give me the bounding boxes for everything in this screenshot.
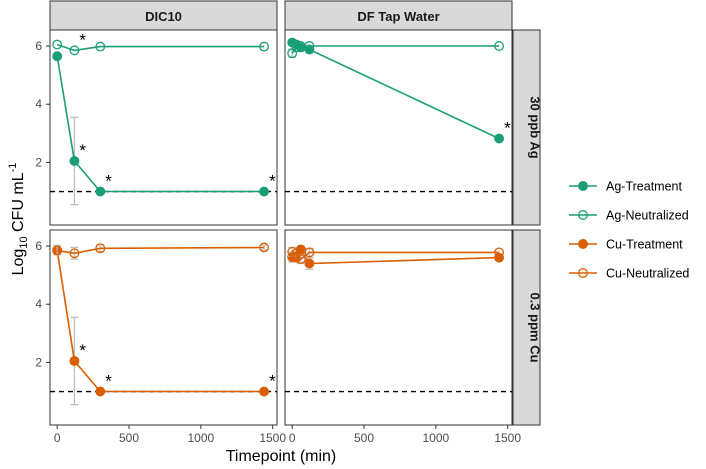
x-tick-label-0-3: 1500 — [259, 431, 286, 445]
y-tick-label-0-1: 4 — [35, 97, 42, 111]
legend: Ag-Treatment Ag-Neutralized Cu-Treatment Cu… — [569, 180, 689, 281]
panel-1-1 — [284, 229, 513, 426]
point-ag-neutralized-4 — [494, 41, 505, 51]
significance-star-cu-treatment-2: * — [105, 372, 112, 391]
y-axis-title-sup: -1 — [7, 163, 19, 173]
legend-label: Cu-Neutralized — [606, 267, 689, 281]
panel-series-1-1 — [287, 244, 505, 270]
x-axis-title: Timepoint (min) — [226, 448, 337, 465]
point-ag-neutralized-2 — [95, 41, 106, 52]
panel-0-1 — [284, 29, 513, 226]
y-axis-title-log: Log — [10, 249, 27, 276]
strip-label-col-1: DF Tap Water — [357, 9, 439, 24]
point-cu-neutralized-4 — [494, 247, 505, 258]
x-tick-label-0-2: 1000 — [188, 431, 215, 445]
strip-row-1 — [512, 229, 541, 426]
legend-label: Ag-Neutralized — [606, 209, 689, 223]
point-ag-neutralized-3 — [259, 41, 270, 52]
panel-series-1-0: * * * — [52, 242, 276, 406]
strip-label-row-1: 0.3 ppm Cu — [528, 292, 543, 362]
panel-series-0-0: * * * * — [52, 30, 276, 206]
point-cu-treatment-2 — [95, 386, 106, 397]
point-cu-neutralized-2 — [95, 243, 106, 254]
y-tick-label-1-1: 4 — [35, 297, 42, 311]
strip-row-0 — [512, 29, 541, 226]
series-line-ag-treatment — [56, 56, 265, 193]
point-cu-neutralized-0 — [287, 246, 298, 257]
strip-label-col-0: DIC10 — [145, 9, 182, 24]
legend-label: Cu-Treatment — [606, 238, 683, 252]
x-tick-label-1-3: 1500 — [494, 431, 521, 445]
y-axis-title-unit: CFU mL — [10, 172, 27, 236]
point-cu-neutralized-1 — [69, 248, 80, 259]
legend-item-cu-treatment: Cu-Treatment — [569, 238, 683, 252]
legend-key-marker — [578, 210, 588, 220]
x-tick-label-1-1: 500 — [354, 431, 374, 445]
y-axis-title-sub: 10 — [18, 236, 30, 248]
y-tick-label-0-0: 2 — [35, 155, 42, 169]
significance-star-cu-treatment-3: * — [269, 372, 276, 391]
point-cu-treatment-3 — [304, 258, 315, 269]
significance-star-ag-treatment-1: * — [79, 141, 86, 160]
point-ag-treatment-1 — [69, 156, 80, 166]
significance-star-ag-treatment-3: * — [269, 172, 276, 191]
axis-titles: Timepoint (min) Log10 CFU mL-1 — [7, 163, 336, 465]
point-cu-neutralized-3 — [304, 247, 315, 258]
panel-0-0 — [49, 29, 278, 226]
legend-item-ag-neutralized: Ag-Neutralized — [569, 209, 689, 223]
panel-1-0 — [49, 229, 278, 426]
series-line-cu-neutralized — [291, 251, 500, 261]
point-ag-treatment-0 — [52, 51, 63, 62]
legend-key-marker — [578, 239, 588, 249]
legend-key-marker — [578, 268, 588, 278]
legend-item-cu-neutralized: Cu-Neutralized — [569, 267, 689, 281]
point-ag-treatment-2 — [95, 186, 106, 197]
point-ag-neutralized-3 — [304, 41, 315, 51]
panel-series-0-1: * — [287, 37, 511, 144]
legend-item-ag-treatment: Ag-Treatment — [569, 180, 682, 194]
point-cu-neutralized-3 — [259, 242, 270, 253]
x-tick-label-0-1: 500 — [119, 431, 139, 445]
significance-star-cu-treatment-1: * — [79, 341, 86, 360]
series-line-ag-neutralized — [56, 43, 265, 52]
significance-star-ag-treatment-4: * — [504, 119, 511, 138]
x-tick-label-0-0: 0 — [54, 431, 61, 445]
y-tick-label-1-2: 6 — [35, 239, 42, 253]
y-tick-label-0-2: 6 — [35, 39, 42, 53]
strip-col-1 — [284, 0, 513, 31]
strip-col-0 — [49, 0, 278, 31]
significance-star-ag-treatment-2: * — [105, 172, 112, 191]
point-ag-neutralized-0 — [52, 39, 63, 50]
series-line-cu-neutralized — [57, 246, 265, 255]
point-ag-treatment-3 — [259, 186, 270, 197]
legend-key-marker — [578, 181, 588, 191]
significance-star-ag-neutralized-1: * — [79, 30, 86, 49]
point-ag-treatment-4 — [494, 133, 505, 144]
point-cu-neutralized-2 — [295, 254, 306, 265]
y-axis-title: Log10 CFU mL-1 — [7, 163, 30, 276]
y-tick-label-1-0: 2 — [35, 355, 42, 369]
point-cu-treatment-1 — [69, 356, 80, 366]
legend-label: Ag-Treatment — [606, 180, 682, 194]
x-tick-label-1-0: 0 — [289, 431, 296, 445]
strip-label-row-0: 30 ppb Ag — [528, 96, 543, 158]
point-cu-neutralized-0 — [52, 245, 63, 256]
point-cu-treatment-4 — [494, 252, 505, 263]
point-cu-treatment-3 — [259, 386, 270, 397]
panels-layer: DIC10 DF Tap Water 30 ppb Ag 0.3 ppm Cu 2 4 6 2… — [35, 0, 543, 445]
series-line-cu-treatment — [56, 250, 265, 393]
point-ag-neutralized-1 — [291, 42, 302, 53]
point-ag-neutralized-1 — [69, 45, 80, 56]
x-tick-label-1-2: 1000 — [423, 431, 450, 445]
